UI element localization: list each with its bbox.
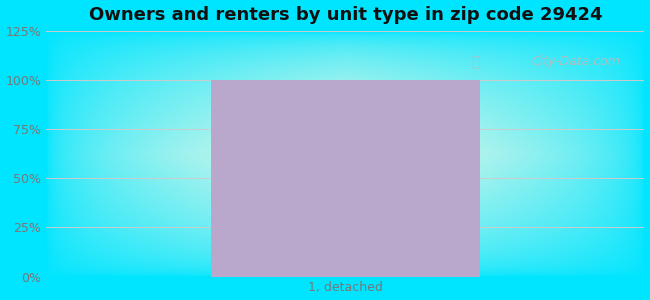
Title: Owners and renters by unit type in zip code 29424: Owners and renters by unit type in zip c… [88,6,602,24]
Text: City-Data.com: City-Data.com [532,55,621,68]
Bar [211,80,480,277]
Text: ⌕: ⌕ [471,55,479,69]
